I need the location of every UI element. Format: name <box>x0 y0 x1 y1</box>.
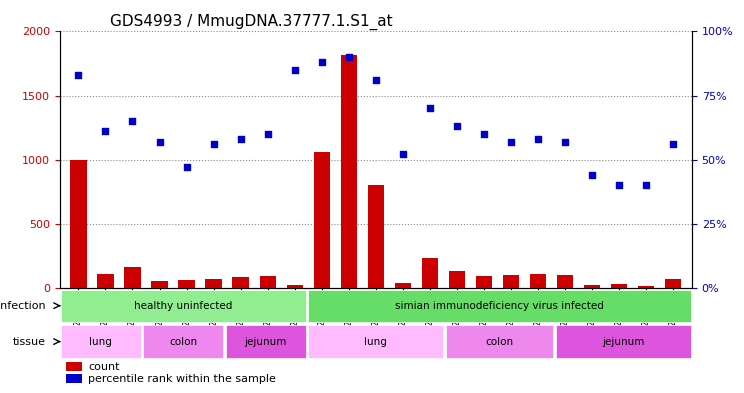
Text: simian immunodeficiency virus infected: simian immunodeficiency virus infected <box>395 301 604 311</box>
Bar <box>232 277 248 288</box>
FancyBboxPatch shape <box>308 325 443 358</box>
Text: jejunum: jejunum <box>602 336 644 347</box>
Bar <box>152 281 167 288</box>
FancyBboxPatch shape <box>144 325 223 358</box>
Bar <box>475 275 492 288</box>
Text: count: count <box>88 362 120 372</box>
Point <box>262 131 274 137</box>
Bar <box>449 271 465 288</box>
Text: colon: colon <box>169 336 197 347</box>
Bar <box>584 285 600 288</box>
Point <box>234 136 246 142</box>
Point <box>640 182 652 188</box>
Point <box>315 59 327 65</box>
Point <box>153 138 165 145</box>
Bar <box>313 152 330 288</box>
Point <box>559 138 571 145</box>
Bar <box>205 279 222 288</box>
Point <box>208 141 219 147</box>
FancyBboxPatch shape <box>556 325 690 358</box>
Text: lung: lung <box>365 336 387 347</box>
Point <box>505 138 517 145</box>
Bar <box>179 280 195 288</box>
Text: tissue: tissue <box>13 336 46 347</box>
Bar <box>638 286 654 288</box>
Text: lung: lung <box>89 336 112 347</box>
Text: jejunum: jejunum <box>245 336 287 347</box>
Text: GDS4993 / MmugDNA.37777.1.S1_at: GDS4993 / MmugDNA.37777.1.S1_at <box>110 14 393 30</box>
FancyBboxPatch shape <box>446 325 553 358</box>
FancyBboxPatch shape <box>308 290 690 322</box>
FancyBboxPatch shape <box>226 325 306 358</box>
Point <box>100 128 112 134</box>
Bar <box>665 279 681 288</box>
Point <box>586 172 598 178</box>
Text: colon: colon <box>485 336 513 347</box>
Text: infection: infection <box>0 301 46 311</box>
Point <box>343 54 355 60</box>
Bar <box>66 374 82 383</box>
Point <box>451 123 463 129</box>
Bar <box>503 275 519 288</box>
Point <box>397 151 408 158</box>
Point <box>126 118 138 124</box>
Bar <box>260 276 276 288</box>
Bar <box>422 258 438 288</box>
Bar <box>71 160 86 288</box>
Bar <box>124 267 141 288</box>
Text: percentile rank within the sample: percentile rank within the sample <box>88 374 276 384</box>
FancyBboxPatch shape <box>61 290 306 322</box>
Bar <box>530 274 546 288</box>
Point <box>370 77 382 83</box>
Text: healthy uninfected: healthy uninfected <box>134 301 232 311</box>
Point <box>667 141 679 147</box>
Bar <box>66 362 82 371</box>
Bar <box>286 285 303 288</box>
Point <box>72 72 84 78</box>
FancyBboxPatch shape <box>61 325 141 358</box>
Bar <box>557 275 573 288</box>
Point <box>532 136 544 142</box>
Bar <box>368 185 384 288</box>
Bar <box>394 283 411 288</box>
Bar <box>97 274 114 288</box>
Point <box>289 67 301 73</box>
Bar <box>341 55 357 288</box>
Point <box>181 164 193 171</box>
Point <box>424 105 436 112</box>
Bar <box>611 284 627 288</box>
Point <box>478 131 490 137</box>
Point <box>613 182 625 188</box>
